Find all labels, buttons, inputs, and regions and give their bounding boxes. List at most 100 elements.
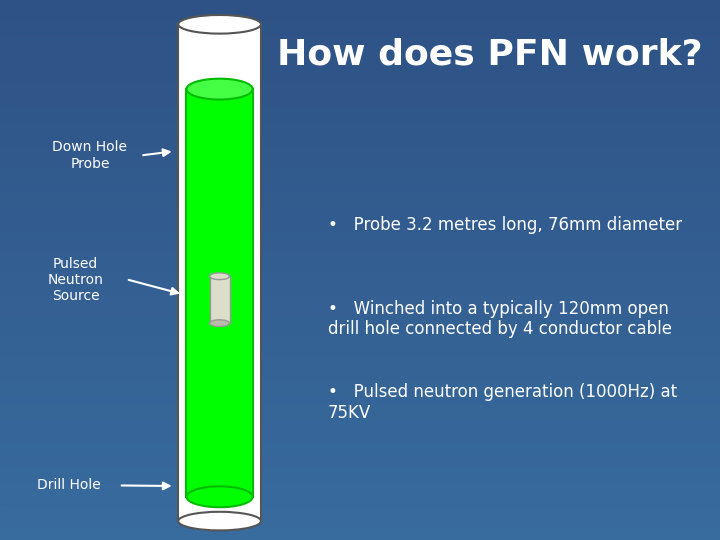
Bar: [0, 328, 720, 333]
Bar: [0, 176, 720, 180]
Bar: [0, 18, 720, 23]
Bar: [0, 405, 720, 409]
Bar: [0, 274, 720, 279]
Bar: [0, 99, 720, 104]
Bar: [0, 495, 720, 500]
Ellipse shape: [186, 79, 253, 99]
Bar: [0, 513, 720, 517]
Ellipse shape: [210, 273, 230, 280]
Bar: [0, 4, 720, 9]
Bar: [0, 153, 720, 158]
Bar: [0, 284, 720, 288]
Ellipse shape: [179, 15, 261, 33]
Bar: [0, 63, 720, 68]
Bar: [0, 378, 720, 382]
Bar: [186, 89, 253, 497]
Bar: [0, 108, 720, 112]
Bar: [0, 293, 720, 297]
Bar: [0, 472, 720, 477]
Bar: [0, 301, 720, 306]
Bar: [0, 45, 720, 50]
Bar: [0, 77, 720, 81]
Bar: [0, 117, 720, 122]
Text: •   Probe 3.2 metres long, 76mm diameter: • Probe 3.2 metres long, 76mm diameter: [328, 216, 682, 234]
Bar: [0, 288, 720, 293]
Bar: [0, 482, 720, 486]
Bar: [0, 112, 720, 117]
Bar: [0, 522, 720, 526]
Bar: [0, 490, 720, 495]
Bar: [0, 230, 720, 234]
Bar: [0, 234, 720, 239]
Bar: [0, 414, 720, 418]
Bar: [0, 364, 720, 369]
Bar: [0, 279, 720, 284]
Bar: [0, 14, 720, 18]
Bar: [0, 509, 720, 513]
Ellipse shape: [186, 487, 253, 507]
Bar: [0, 486, 720, 490]
Bar: [0, 81, 720, 85]
Bar: [0, 463, 720, 468]
Bar: [0, 360, 720, 364]
Bar: [0, 382, 720, 387]
Bar: [0, 185, 720, 189]
Bar: [0, 428, 720, 432]
Bar: [0, 455, 720, 459]
Bar: [179, 24, 261, 521]
Bar: [0, 189, 720, 193]
Bar: [0, 355, 720, 360]
Bar: [0, 68, 720, 72]
Bar: [0, 198, 720, 202]
Bar: [0, 504, 720, 509]
Bar: [0, 266, 720, 270]
Bar: [0, 342, 720, 347]
Bar: [0, 0, 720, 4]
Bar: [0, 139, 720, 144]
Ellipse shape: [179, 512, 261, 530]
Bar: [0, 432, 720, 436]
Bar: [0, 58, 720, 63]
Bar: [0, 220, 720, 225]
Bar: [0, 31, 720, 36]
Bar: [0, 374, 720, 378]
Bar: [0, 94, 720, 99]
Bar: [0, 126, 720, 131]
Bar: [0, 72, 720, 77]
Bar: [0, 306, 720, 310]
Bar: [0, 54, 720, 58]
Text: •   Winched into a typically 120mm open
drill hole connected by 4 conductor cabl: • Winched into a typically 120mm open dr…: [328, 300, 672, 339]
Bar: [0, 436, 720, 441]
Bar: [0, 9, 720, 14]
Bar: [0, 500, 720, 504]
Bar: [0, 392, 720, 396]
Bar: [0, 225, 720, 229]
Bar: [0, 162, 720, 166]
Bar: [0, 36, 720, 40]
Bar: [0, 297, 720, 301]
Bar: [0, 122, 720, 126]
Bar: [0, 459, 720, 463]
Bar: [210, 276, 230, 323]
Bar: [0, 90, 720, 94]
Bar: [0, 180, 720, 185]
Bar: [0, 144, 720, 148]
Bar: [0, 315, 720, 320]
Bar: [0, 401, 720, 405]
Bar: [0, 477, 720, 482]
Bar: [0, 256, 720, 261]
Bar: [0, 252, 720, 256]
Bar: [0, 131, 720, 135]
Bar: [0, 396, 720, 401]
Bar: [0, 171, 720, 176]
Bar: [0, 85, 720, 90]
Bar: [0, 333, 720, 338]
Bar: [0, 387, 720, 392]
Bar: [0, 270, 720, 274]
Text: How does PFN work?: How does PFN work?: [276, 38, 703, 72]
Bar: [0, 239, 720, 243]
Text: Drill Hole: Drill Hole: [37, 478, 100, 492]
Bar: [0, 193, 720, 198]
Bar: [0, 531, 720, 536]
Bar: [0, 441, 720, 445]
